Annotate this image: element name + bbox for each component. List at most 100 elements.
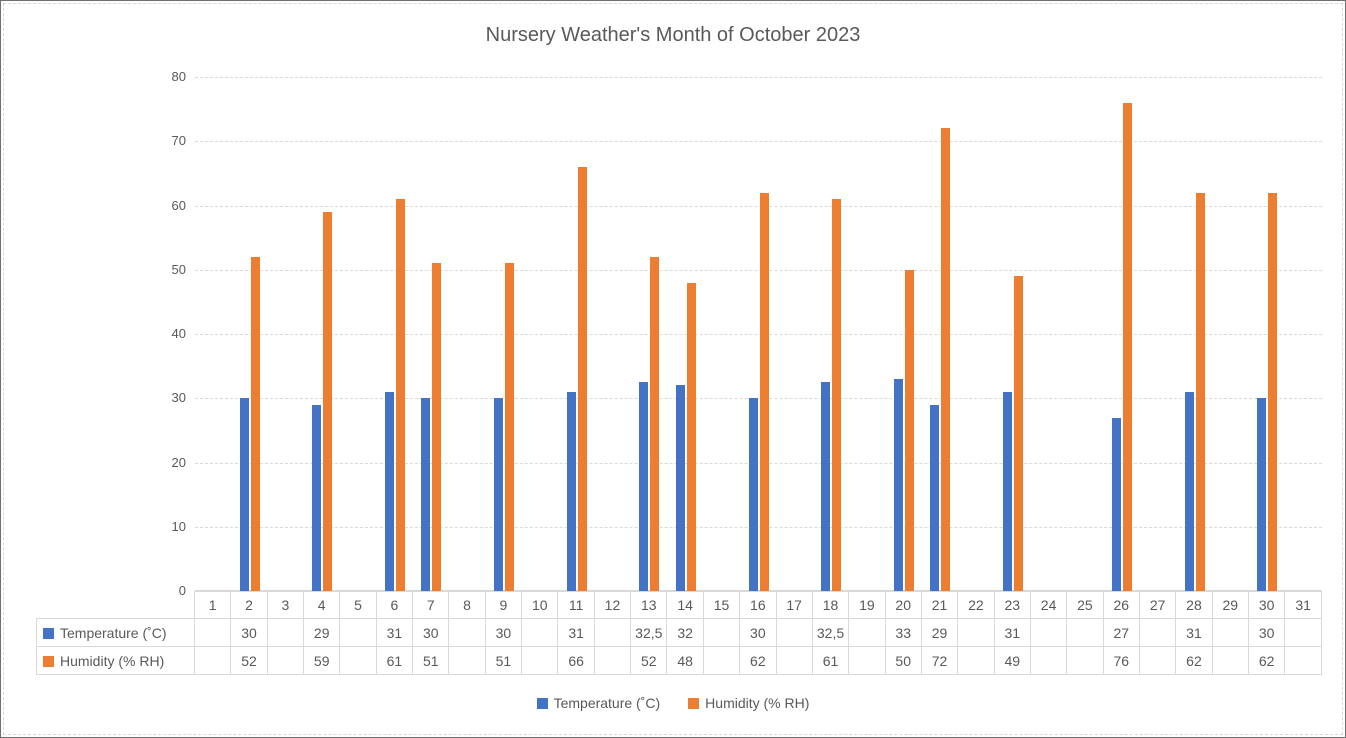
y-axis-tick-label-60: 60	[171, 197, 186, 213]
series-swatch-temperature-icon	[43, 627, 54, 639]
bar-humidity-day-9	[505, 263, 515, 591]
cell-temperature-day-19	[848, 618, 886, 647]
series-name-humidity: Humidity (% RH)	[60, 652, 165, 669]
bar-temperature-day-23	[1002, 391, 1012, 591]
cell-temperature-day-6: 31	[375, 618, 414, 647]
day-header-cell-22: 22	[957, 591, 995, 619]
cell-humidity-day-9: 51	[484, 646, 523, 675]
bar-humidity-day-4	[323, 211, 333, 591]
bar-temperature-day-21	[930, 404, 940, 591]
bar-humidity-day-18	[832, 199, 842, 591]
day-header-cell-12: 12	[593, 591, 632, 619]
cell-temperature-day-10	[521, 618, 559, 647]
cell-temperature-day-12	[593, 618, 632, 647]
cell-temperature-day-2: 30	[230, 618, 268, 647]
bar-humidity-day-2	[250, 256, 260, 591]
y-axis-tick-label-80: 80	[171, 69, 186, 84]
cell-temperature-day-23: 31	[993, 618, 1031, 647]
day-header-cell-6: 6	[375, 591, 414, 619]
cell-temperature-day-14: 32	[666, 618, 704, 647]
cell-humidity-day-11: 66	[557, 646, 595, 675]
data-table: 1 2 3 4 5 6 7 8 9 10 11 12 13 14 15 16 17 18 19 20 21 22 23 24 2…	[36, 591, 1322, 675]
y-axis-tick-label-10: 10	[171, 518, 186, 534]
bar-humidity-day-6	[395, 199, 405, 591]
legend-swatch-humidity-icon	[688, 697, 700, 709]
bar-temperature-day-26	[1112, 417, 1122, 591]
cell-temperature-day-24	[1029, 618, 1068, 647]
cell-temperature-day-13: 32,5	[630, 618, 668, 647]
cell-humidity-day-13: 52	[630, 646, 668, 675]
bar-temperature-day-11	[566, 391, 576, 591]
cell-humidity-day-21: 72	[920, 646, 959, 675]
day-header-cell-17: 17	[775, 591, 813, 619]
cell-humidity-day-26: 76	[1102, 646, 1140, 675]
gridline-50	[195, 269, 1322, 271]
cell-temperature-day-30: 30	[1247, 618, 1286, 647]
y-axis-tick-label-20: 20	[171, 454, 186, 470]
bar-temperature-day-9	[494, 398, 504, 591]
plot-area	[195, 77, 1322, 591]
day-header-cell-7: 7	[412, 591, 450, 619]
series-name-temperature: Temperature (˚C)	[60, 624, 167, 641]
bar-humidity-day-7	[432, 263, 442, 591]
gridline-40	[195, 334, 1322, 335]
y-axis-tick-label-40: 40	[171, 326, 186, 341]
cell-humidity-day-29	[1211, 646, 1249, 675]
day-header-cell-11: 11	[557, 591, 595, 619]
y-axis: 0 10 20 30 40 50 60 70 80	[0, 69, 186, 598]
bar-temperature-day-6	[384, 391, 394, 591]
cell-temperature-day-5	[339, 618, 377, 647]
x-axis-line	[195, 590, 1322, 591]
cell-temperature-day-8	[448, 618, 486, 647]
table-corner-cell	[37, 592, 195, 619]
day-header-cell-31: 31	[1284, 591, 1322, 619]
gridline-10	[195, 526, 1322, 528]
cell-temperature-day-25	[1066, 618, 1104, 647]
cell-temperature-day-3	[266, 618, 305, 647]
row-header-humidity: Humidity (% RH)	[36, 646, 195, 675]
gridline-80	[195, 77, 1322, 78]
cell-humidity-day-1	[193, 646, 232, 675]
cell-temperature-day-15	[702, 618, 741, 647]
day-header-cell-30: 30	[1247, 591, 1286, 619]
bar-temperature-day-30	[1257, 398, 1267, 591]
day-header-cell-4: 4	[303, 591, 341, 619]
cell-humidity-day-22	[957, 646, 995, 675]
bar-humidity-day-13	[650, 256, 660, 591]
day-header-cell-24: 24	[1029, 591, 1068, 619]
cell-humidity-day-25	[1066, 646, 1104, 675]
cell-temperature-day-28: 31	[1175, 618, 1213, 647]
cell-humidity-day-17	[775, 646, 813, 675]
cell-temperature-day-7: 30	[412, 618, 450, 647]
cell-humidity-day-8	[448, 646, 486, 675]
cell-humidity-day-15	[702, 646, 741, 675]
day-header-cell-23: 23	[993, 591, 1031, 619]
bar-humidity-day-14	[686, 282, 696, 591]
day-header-cell-5: 5	[339, 591, 377, 619]
day-header-cell-21: 21	[920, 591, 959, 619]
cell-temperature-day-11: 31	[557, 618, 595, 647]
cell-temperature-day-21: 29	[920, 618, 959, 647]
cell-temperature-day-18: 32,5	[811, 618, 850, 647]
cell-humidity-day-18: 61	[811, 646, 850, 675]
cell-humidity-day-23: 49	[993, 646, 1031, 675]
legend-label-humidity: Humidity (% RH)	[705, 695, 810, 711]
cell-temperature-day-27	[1138, 618, 1177, 647]
bar-temperature-day-7	[421, 398, 431, 591]
bar-temperature-day-13	[639, 382, 649, 591]
bar-humidity-day-26	[1123, 102, 1133, 591]
legend-item-temperature: Temperature (˚C)	[536, 695, 660, 711]
cell-temperature-day-31	[1284, 618, 1322, 647]
gridline-60	[195, 205, 1322, 207]
cell-humidity-day-3	[266, 646, 305, 675]
bar-humidity-day-11	[577, 166, 587, 591]
cell-humidity-day-31	[1284, 646, 1322, 675]
day-header-cell-14: 14	[666, 591, 704, 619]
legend-item-humidity: Humidity (% RH)	[688, 695, 809, 711]
bar-humidity-day-21	[941, 128, 951, 591]
bar-temperature-day-16	[748, 398, 758, 591]
gridline-30	[195, 398, 1322, 400]
cell-temperature-day-1	[193, 618, 232, 647]
day-header-cell-1: 1	[193, 591, 232, 619]
